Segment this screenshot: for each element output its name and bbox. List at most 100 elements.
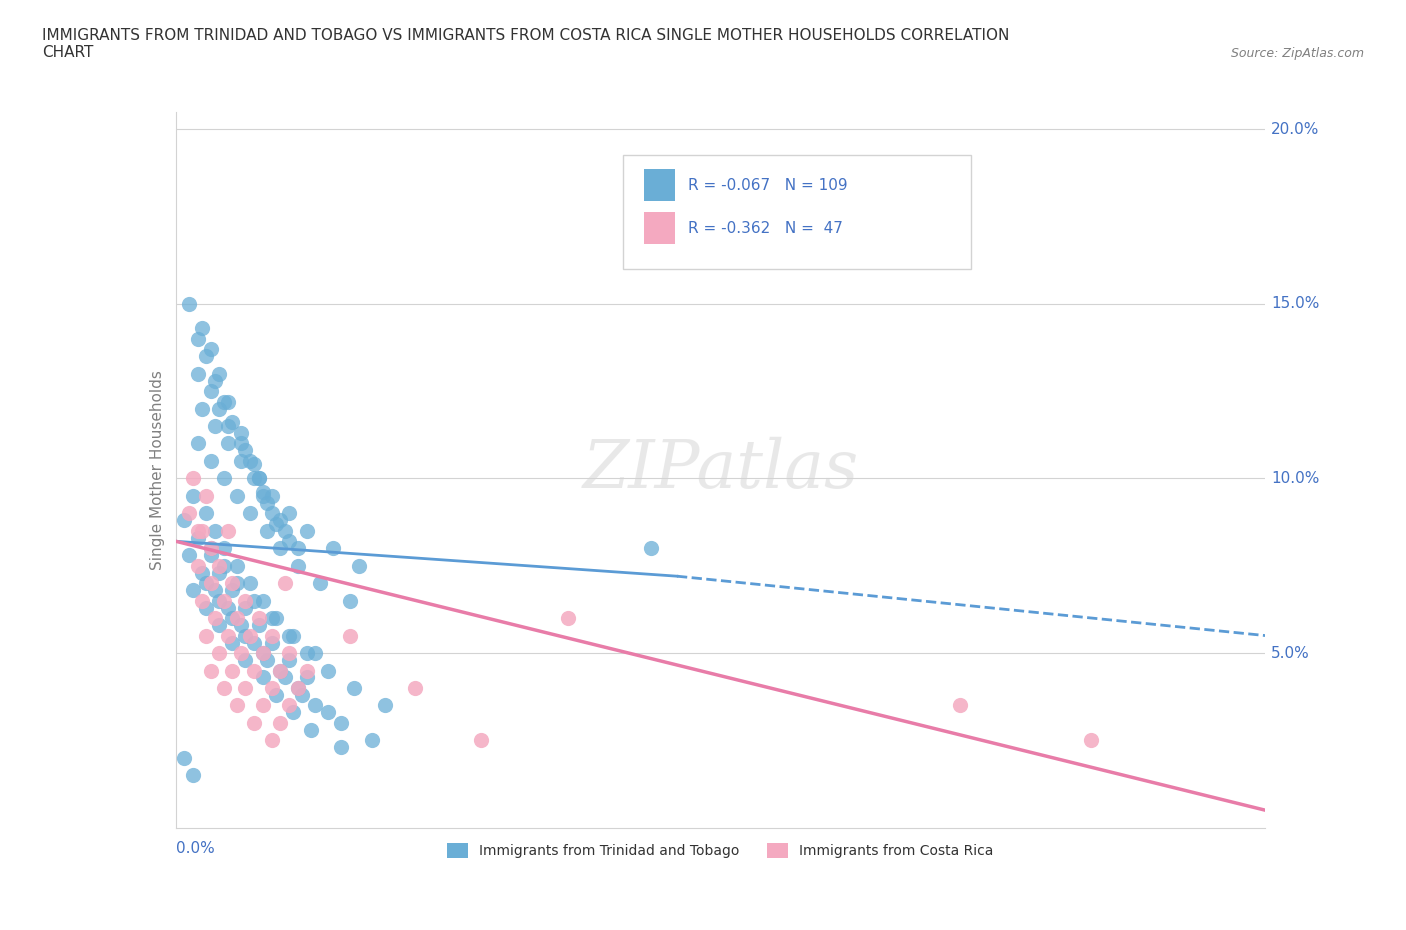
Point: [243, 715, 266, 730]
Point: [264, 516, 287, 531]
Point: [225, 488, 247, 503]
Point: [269, 541, 291, 556]
FancyBboxPatch shape: [644, 169, 675, 201]
Point: [239, 454, 262, 469]
Point: [330, 740, 353, 755]
Point: [274, 576, 297, 591]
Point: [295, 670, 318, 684]
Point: [247, 471, 270, 485]
Point: [343, 681, 366, 696]
Point: [221, 663, 243, 678]
Point: [247, 618, 270, 632]
Point: [252, 488, 274, 503]
Point: [256, 496, 278, 511]
Point: [212, 394, 235, 409]
Point: [256, 653, 278, 668]
Point: [191, 565, 214, 580]
Point: [295, 645, 318, 660]
Point: [235, 443, 257, 458]
Point: [231, 454, 253, 469]
FancyBboxPatch shape: [623, 154, 972, 269]
Point: [231, 436, 253, 451]
Point: [208, 565, 231, 580]
Text: 10.0%: 10.0%: [1271, 471, 1319, 485]
Y-axis label: Single Mother Households: Single Mother Households: [149, 370, 165, 569]
Point: [208, 558, 231, 573]
Point: [195, 488, 218, 503]
Point: [186, 436, 209, 451]
Point: [181, 488, 204, 503]
Point: [1080, 733, 1102, 748]
Point: [200, 341, 222, 356]
Point: [177, 548, 200, 563]
Point: [235, 628, 257, 643]
Point: [200, 576, 222, 591]
Text: Source: ZipAtlas.com: Source: ZipAtlas.com: [1230, 46, 1364, 60]
Point: [186, 331, 209, 346]
Point: [239, 628, 262, 643]
Point: [181, 471, 204, 485]
Point: [252, 645, 274, 660]
Point: [204, 611, 226, 626]
Point: [231, 618, 253, 632]
Point: [260, 611, 283, 626]
Point: [195, 628, 218, 643]
Point: [339, 628, 361, 643]
Point: [283, 628, 305, 643]
Point: [243, 457, 266, 472]
Point: [252, 593, 274, 608]
Point: [470, 733, 492, 748]
Point: [217, 418, 239, 433]
Point: [269, 663, 291, 678]
Point: [260, 681, 283, 696]
Legend: Immigrants from Trinidad and Tobago, Immigrants from Costa Rica: Immigrants from Trinidad and Tobago, Imm…: [441, 838, 1000, 864]
Point: [200, 548, 222, 563]
Point: [239, 506, 262, 521]
Text: IMMIGRANTS FROM TRINIDAD AND TOBAGO VS IMMIGRANTS FROM COSTA RICA SINGLE MOTHER : IMMIGRANTS FROM TRINIDAD AND TOBAGO VS I…: [42, 28, 1010, 60]
Point: [278, 653, 301, 668]
Point: [212, 558, 235, 573]
Point: [264, 687, 287, 702]
Point: [405, 681, 427, 696]
Point: [186, 530, 209, 545]
Point: [200, 541, 222, 556]
Point: [208, 593, 231, 608]
Point: [278, 645, 301, 660]
Point: [235, 593, 257, 608]
Point: [278, 698, 301, 713]
Point: [278, 628, 301, 643]
Point: [252, 698, 274, 713]
Point: [287, 681, 309, 696]
Point: [195, 506, 218, 521]
Point: [360, 733, 382, 748]
Point: [322, 541, 344, 556]
Point: [260, 506, 283, 521]
Point: [200, 541, 222, 556]
Point: [949, 698, 972, 713]
Point: [278, 506, 301, 521]
Point: [287, 541, 309, 556]
Point: [208, 366, 231, 381]
Point: [252, 670, 274, 684]
Point: [204, 418, 226, 433]
Point: [173, 512, 195, 527]
Text: R = -0.067   N = 109: R = -0.067 N = 109: [688, 178, 848, 193]
Point: [208, 401, 231, 416]
Point: [217, 524, 239, 538]
Point: [212, 593, 235, 608]
Point: [212, 681, 235, 696]
Point: [557, 611, 579, 626]
Point: [195, 576, 218, 591]
Text: 5.0%: 5.0%: [1271, 645, 1309, 660]
Point: [374, 698, 396, 713]
Point: [252, 645, 274, 660]
Point: [264, 611, 287, 626]
Point: [278, 534, 301, 549]
Point: [235, 681, 257, 696]
Point: [291, 687, 314, 702]
Point: [217, 436, 239, 451]
Point: [243, 593, 266, 608]
Point: [318, 663, 340, 678]
Point: [204, 373, 226, 388]
Point: [186, 366, 209, 381]
